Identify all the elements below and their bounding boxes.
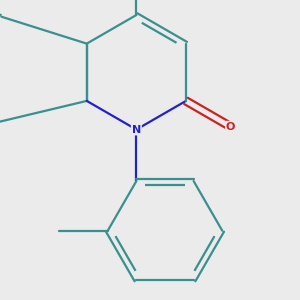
Text: N: N [132, 124, 141, 134]
Text: O: O [226, 122, 235, 132]
